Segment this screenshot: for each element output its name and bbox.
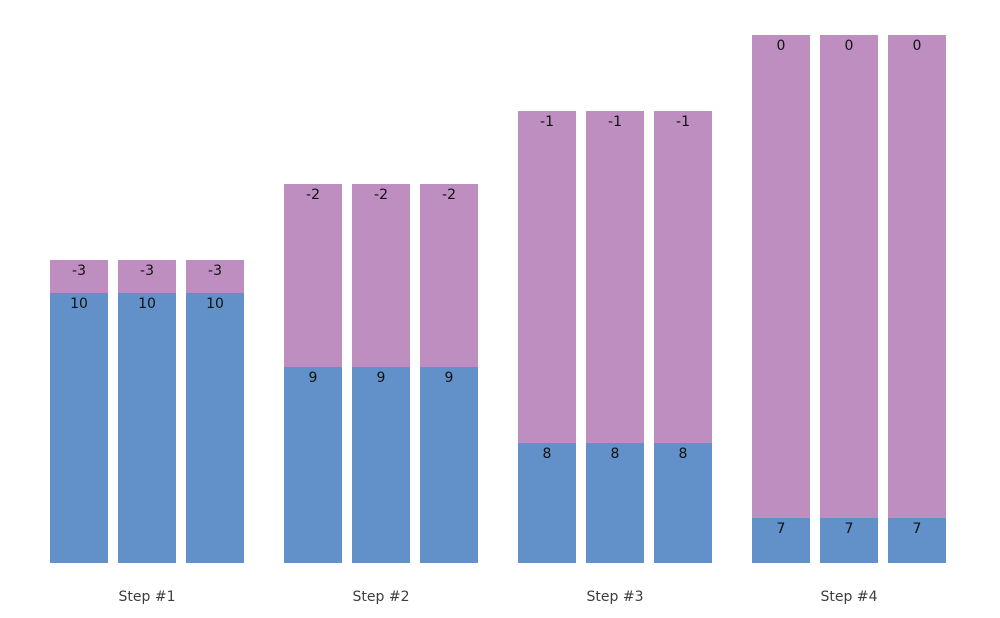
bar-segment-label: 8 xyxy=(542,446,552,462)
bar-segment-bottom-blue: 9 xyxy=(352,367,410,563)
bar-segment-label: 7 xyxy=(912,521,922,537)
bar-segment-label: 0 xyxy=(776,38,786,54)
category-label: Step #4 xyxy=(820,589,878,605)
bar-segment-top-purple: -1 xyxy=(586,111,644,443)
bar: -1 8 xyxy=(518,111,576,563)
bar-segment-label: 0 xyxy=(912,38,922,54)
bar-segment-bottom-blue: 8 xyxy=(586,443,644,563)
bar: -3 10 xyxy=(186,260,244,563)
bar-segment-top-purple: 0 xyxy=(752,35,810,518)
bar: -1 8 xyxy=(654,111,712,563)
bar-segment-label: 8 xyxy=(610,446,620,462)
bar-segment-label: 10 xyxy=(138,296,156,312)
bar-segment-bottom-blue: 10 xyxy=(186,293,244,563)
category-label: Step #1 xyxy=(118,589,176,605)
bar-segment-top-purple: -2 xyxy=(352,184,410,367)
bar-segment-bottom-blue: 10 xyxy=(118,293,176,563)
bar-segment-label: 8 xyxy=(678,446,688,462)
bar-segment-label: -3 xyxy=(72,263,86,279)
bar-segment-bottom-blue: 7 xyxy=(820,518,878,563)
bar-segment-label: 10 xyxy=(70,296,88,312)
bar: -2 9 xyxy=(420,184,478,563)
bar-segment-label: -2 xyxy=(442,187,456,203)
bar-segment-bottom-blue: 10 xyxy=(50,293,108,563)
category-label: Step #3 xyxy=(586,589,644,605)
bar: -2 9 xyxy=(352,184,410,563)
bar-segment-top-purple: 0 xyxy=(820,35,878,518)
bar-segment-top-purple: -3 xyxy=(186,260,244,293)
bar-segment-label: -1 xyxy=(540,114,554,130)
bar-segment-top-purple: -1 xyxy=(654,111,712,443)
bar-segment-bottom-blue: 9 xyxy=(284,367,342,563)
bar-segment-label: -1 xyxy=(608,114,622,130)
bar: -3 10 xyxy=(118,260,176,563)
bar-segment-top-purple: -2 xyxy=(284,184,342,367)
bar-segment-top-purple: 0 xyxy=(888,35,946,518)
bar-segment-bottom-blue: 8 xyxy=(518,443,576,563)
bar-segment-top-purple: -3 xyxy=(50,260,108,293)
bar-segment-label: -3 xyxy=(140,263,154,279)
bar-segment-label: -2 xyxy=(306,187,320,203)
bar-segment-bottom-blue: 9 xyxy=(420,367,478,563)
bar-segment-label: 10 xyxy=(206,296,224,312)
bar-segment-label: 7 xyxy=(776,521,786,537)
bar-segment-label: 7 xyxy=(844,521,854,537)
bar-segment-label: 0 xyxy=(844,38,854,54)
bar-segment-bottom-blue: 7 xyxy=(888,518,946,563)
bar-segment-bottom-blue: 7 xyxy=(752,518,810,563)
bar: -3 10 xyxy=(50,260,108,563)
bar-segment-label: -2 xyxy=(374,187,388,203)
bar-segment-label: -1 xyxy=(676,114,690,130)
bar-segment-top-purple: -3 xyxy=(118,260,176,293)
bar-segment-top-purple: -2 xyxy=(420,184,478,367)
bar-segment-label: 9 xyxy=(308,370,318,386)
bar-segment-top-purple: -1 xyxy=(518,111,576,443)
bar-segment-bottom-blue: 8 xyxy=(654,443,712,563)
bar: -1 8 xyxy=(586,111,644,563)
bar: -2 9 xyxy=(284,184,342,563)
bar-segment-label: -3 xyxy=(208,263,222,279)
bar-segment-label: 9 xyxy=(376,370,386,386)
category-label: Step #2 xyxy=(352,589,410,605)
bar-segment-label: 9 xyxy=(444,370,454,386)
